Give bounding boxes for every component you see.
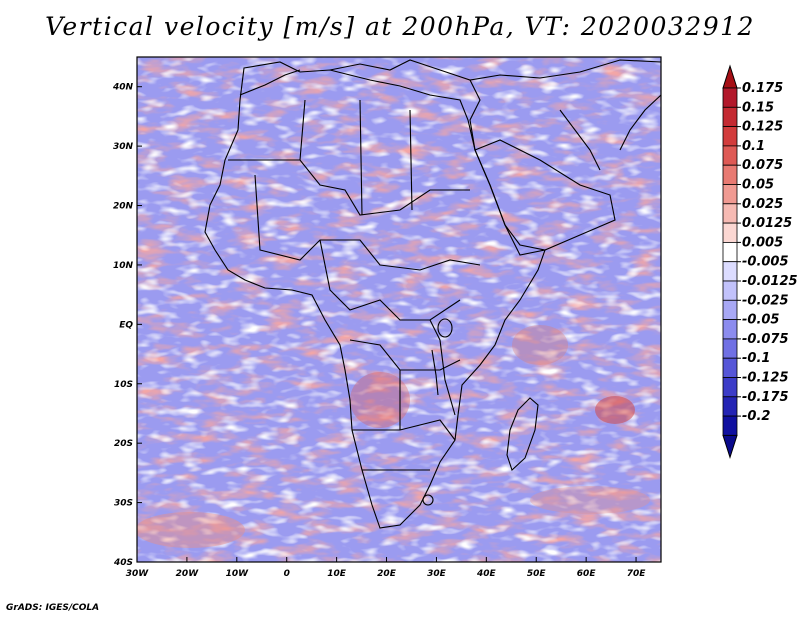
colorbar-swatch bbox=[722, 261, 738, 282]
map-frame bbox=[136, 56, 662, 563]
lat-tick-label: 20N bbox=[113, 202, 134, 212]
lon-tick-label: 40E bbox=[476, 569, 497, 579]
colorbar-label: 0.1 bbox=[742, 139, 765, 154]
colorbar-label: 0.0125 bbox=[742, 216, 792, 231]
colorbar-swatch bbox=[722, 280, 738, 301]
lat-tick-label: 40S bbox=[113, 558, 133, 568]
colorbar-swatch bbox=[722, 241, 738, 263]
colorbar-label: 0.075 bbox=[742, 158, 783, 173]
colorbar-swatch bbox=[722, 338, 738, 359]
latitude-axis: 40N 30N 20N 10N EQ 10S 20S 30S 40S bbox=[112, 83, 142, 568]
lon-tick-label: 20W bbox=[176, 569, 200, 579]
colorbar-bottom-arrow bbox=[722, 434, 738, 460]
colorbar-label: -0.025 bbox=[742, 293, 789, 308]
colorbar-label: -0.0125 bbox=[742, 274, 798, 289]
lat-tick-label: 30N bbox=[113, 142, 134, 152]
lon-tick-label: 60E bbox=[577, 569, 597, 579]
colorbar-label: -0.125 bbox=[742, 371, 789, 386]
lon-tick-label: 70E bbox=[627, 569, 647, 579]
lon-tick-label: 0 bbox=[284, 569, 290, 579]
footer-credit: GrADS: IGES/COLA bbox=[6, 603, 100, 613]
colorbar-label: 0.175 bbox=[742, 81, 783, 96]
colorbar-swatch bbox=[722, 87, 738, 108]
colorbar-label: 0.15 bbox=[742, 100, 774, 115]
colorbar-swatch bbox=[722, 377, 738, 398]
lat-tick-label: 20S bbox=[114, 439, 133, 449]
colorbar-swatch bbox=[722, 145, 738, 166]
colorbar-swatch bbox=[722, 222, 738, 243]
colorbar-swatch bbox=[722, 164, 738, 185]
lat-tick-label: EQ bbox=[119, 320, 133, 330]
lat-tick-label: 10S bbox=[114, 380, 133, 390]
colorbar-swatch bbox=[722, 203, 738, 224]
lon-tick-label: 30W bbox=[126, 569, 150, 579]
colorbar-label: -0.1 bbox=[742, 351, 770, 366]
velocity-field bbox=[137, 57, 661, 562]
lat-tick-label: 40N bbox=[112, 83, 134, 93]
chart-title: Vertical velocity [m/s] at 200hPa, VT: 2… bbox=[45, 12, 755, 41]
colorbar-label: 0.125 bbox=[742, 120, 783, 135]
lon-tick-label: 10E bbox=[327, 569, 347, 579]
colorbar-label: -0.075 bbox=[742, 332, 789, 347]
lon-tick-label: 20E bbox=[377, 569, 397, 579]
lat-tick-label: 10N bbox=[113, 261, 134, 271]
colorbar-swatch bbox=[722, 357, 738, 378]
colorbar-swatch bbox=[722, 126, 738, 147]
coastlines bbox=[204, 59, 661, 529]
colorbar-label: 0.005 bbox=[742, 235, 783, 250]
longitude-axis: 30W 20W 10W 0 10E 20E 30E 40E 50E 60E 70E bbox=[126, 557, 646, 579]
colorbar-swatch bbox=[722, 396, 738, 417]
colorbar-label: -0.05 bbox=[742, 313, 779, 328]
colorbar-swatch bbox=[722, 319, 738, 340]
colorbar-label: -0.2 bbox=[742, 409, 770, 424]
colorbar-swatch bbox=[722, 299, 738, 320]
lon-tick-label: 10W bbox=[226, 569, 250, 579]
colorbar-label: -0.005 bbox=[742, 255, 789, 270]
colorbar-label: 0.05 bbox=[742, 178, 774, 193]
colorbar-label: 0.025 bbox=[742, 197, 783, 212]
colorbar-label: -0.175 bbox=[742, 390, 789, 405]
lat-tick-label: 30S bbox=[114, 499, 133, 509]
colorbar-swatch bbox=[722, 106, 738, 128]
lon-tick-label: 30E bbox=[427, 569, 447, 579]
colorbar: 0.175 0.15 0.125 0.1 0.075 0.05 0.025 0.0125 0.0… bbox=[722, 64, 798, 460]
colorbar-swatch bbox=[722, 415, 738, 436]
colorbar-swatch bbox=[722, 184, 738, 205]
colorbar-top-arrow bbox=[722, 64, 738, 89]
lon-tick-label: 50E bbox=[527, 569, 547, 579]
